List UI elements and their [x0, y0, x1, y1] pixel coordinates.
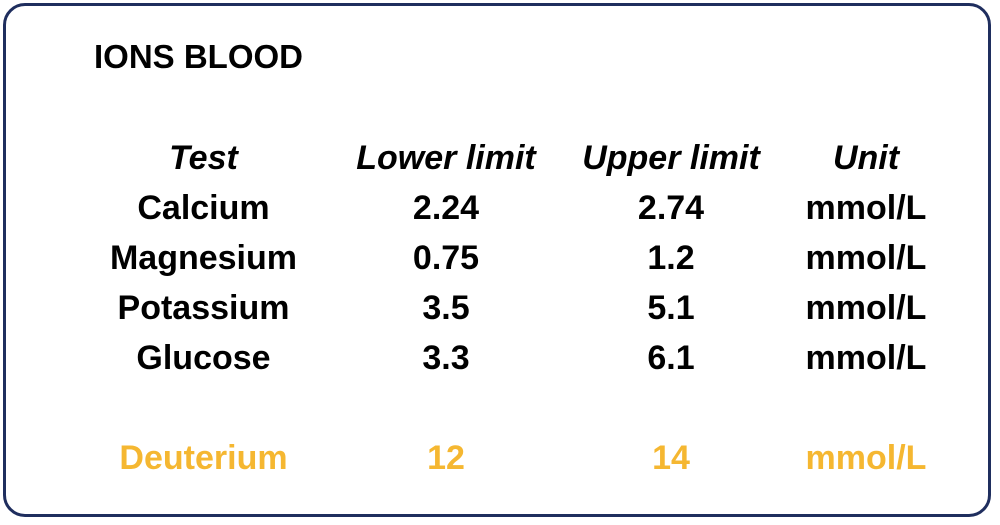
table-cell-unit: mmol/L — [805, 289, 927, 327]
column-header-test: Test — [169, 139, 238, 177]
page-title: IONS BLOOD — [94, 38, 304, 75]
highlight-cell-test: Deuterium — [119, 439, 288, 477]
table-cell-lower-limit: 3.5 — [422, 289, 470, 327]
table-cell-upper-limit: 6.1 — [647, 339, 695, 377]
column-header-lower-limit: Lower limit — [356, 139, 536, 177]
column-header-upper-limit: Upper limit — [582, 139, 760, 177]
table-cell-lower-limit: 0.75 — [412, 239, 480, 277]
table-cell-upper-limit: 2.74 — [637, 189, 705, 227]
column-header-unit: Unit — [832, 139, 900, 177]
table-cell-test: Calcium — [137, 189, 270, 227]
table-cell-lower-limit: 3.3 — [422, 339, 470, 377]
table-cell-upper-limit: 1.2 — [647, 239, 695, 277]
highlight-cell-upper-limit: 14 — [652, 439, 690, 477]
table-cell-unit: mmol/L — [805, 239, 927, 277]
table-cell-test: Potassium — [117, 289, 290, 327]
slide-card: IONS BLOOD Test Lower limit Upper limit … — [3, 3, 991, 517]
table-cell-unit: mmol/L — [805, 189, 927, 227]
table-cell-lower-limit: 2.24 — [412, 189, 480, 227]
highlight-cell-lower-limit: 12 — [427, 439, 465, 477]
highlight-cell-unit: mmol/L — [805, 439, 927, 477]
table-cell-upper-limit: 5.1 — [647, 289, 695, 327]
table-cell-unit: mmol/L — [805, 339, 927, 377]
table-cell-test: Glucose — [136, 339, 271, 377]
table-cell-test: Magnesium — [109, 239, 298, 277]
